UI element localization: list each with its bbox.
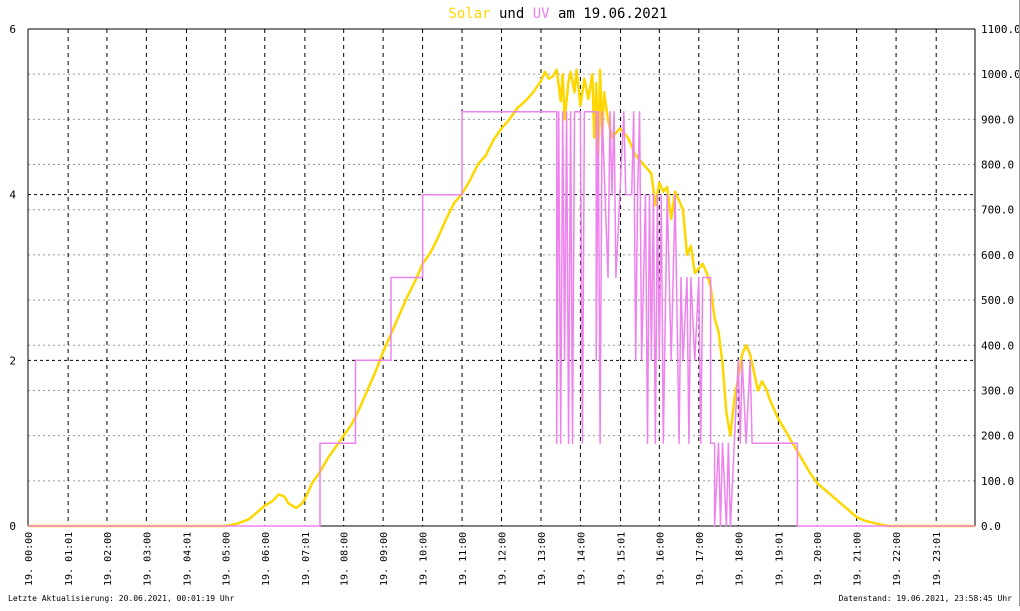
x-tick-label: 19. 06:00	[261, 532, 272, 586]
y-right-tick-label: 0.0	[981, 520, 1001, 533]
series-line-uv	[28, 111, 975, 527]
x-tick-label: 19. 01:01	[64, 532, 75, 586]
series-line-solar	[28, 68, 975, 528]
chart-title: Solar und UV am 19.06.2021	[448, 6, 667, 22]
grid	[28, 28, 975, 526]
y-right-tick-label: 800.0	[981, 159, 1014, 172]
y-right-tick-label: 700.0	[981, 204, 1014, 217]
x-tick-label: 19. 15:01	[617, 532, 628, 586]
x-tick-label: 19. 10:00	[419, 532, 430, 586]
title-und: und	[491, 6, 533, 22]
y-right-tick-label: 600.0	[981, 249, 1014, 262]
y-right-tick-label: 400.0	[981, 339, 1014, 352]
y-right-tick-label: 1100.0	[981, 23, 1019, 36]
x-tick-label: 19. 04:01	[183, 532, 194, 586]
x-tick-label: 19. 07:01	[301, 532, 312, 586]
axes: 0 2 4 6 0.0 100.0 200.0 300.0 400.0 500.0 600.0 700…	[9, 23, 1020, 586]
x-tick-label: 19. 09:00	[379, 532, 390, 586]
y-right-tick-label: 200.0	[981, 430, 1014, 443]
x-tick-label: 19. 03:00	[142, 532, 153, 586]
x-tick-label: 19. 18:00	[734, 532, 745, 586]
y-left-tick-label: 2	[9, 354, 16, 367]
x-tick-label: 19. 20:00	[813, 532, 824, 586]
y-right-tick-label: 900.0	[981, 113, 1014, 126]
x-tick-label: 19. 23:01	[932, 532, 943, 586]
y-right-tick-label: 100.0	[981, 475, 1014, 488]
title-uv: UV	[533, 6, 550, 22]
title-date: am 19.06.2021	[550, 6, 668, 22]
title-solar: Solar	[448, 6, 490, 22]
x-tick-label: 19. 16:00	[655, 532, 666, 586]
x-tick-label: 19. 21:00	[853, 532, 864, 586]
x-tick-label: 19. 12:00	[498, 532, 509, 586]
x-tick-label: 19. 22:00	[892, 532, 903, 586]
y-right-tick-label: 300.0	[981, 384, 1014, 397]
x-tick-label: 19. 13:00	[537, 532, 548, 586]
y-right-tick-label: 500.0	[981, 294, 1014, 307]
y-left-tick-label: 6	[9, 23, 16, 36]
y-left-tick-label: 0	[9, 520, 16, 533]
x-tick-label: 19. 14:00	[576, 532, 587, 586]
x-tick-label: 19. 08:00	[340, 532, 351, 586]
x-tick-label: 19. 00:00	[24, 532, 35, 586]
x-tick-label: 19. 02:00	[103, 532, 114, 586]
y-right-tick-label: 1000.0	[981, 68, 1019, 81]
series	[28, 68, 975, 528]
x-tick-label: 19. 05:00	[221, 532, 232, 586]
footer-last-update: Letzte Aktualisierung: 20.06.2021, 00:01…	[8, 594, 235, 603]
y-left-tick-label: 4	[9, 189, 16, 202]
x-tick-label: 19. 19:01	[774, 532, 785, 586]
x-tick-label: 19. 17:00	[695, 532, 706, 586]
footer-data-status: Datenstand: 19.06.2021, 23:58:45 Uhr	[839, 594, 1013, 603]
x-tick-label: 19. 11:00	[458, 532, 469, 586]
